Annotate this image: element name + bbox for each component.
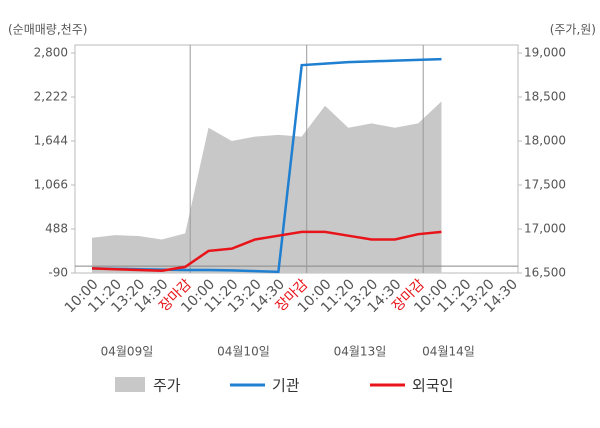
y-tick-label: 2,222 — [34, 90, 68, 104]
date-label: 04월10일 — [217, 345, 270, 359]
legend-label: 주가 — [153, 377, 181, 395]
series-line — [91, 230, 442, 272]
legend-label: 외국인 — [412, 377, 453, 395]
y2-axis-label: (주가,원) — [550, 23, 596, 37]
date-label: 04월09일 — [101, 345, 154, 359]
y2-tick-label: 18,000 — [524, 134, 566, 148]
y2-tick-label: 19,000 — [524, 46, 566, 60]
y-tick-label: 1,644 — [34, 134, 68, 148]
y2-tick-label: 16,500 — [524, 266, 566, 280]
price-area — [92, 101, 442, 274]
y-axis-label: (순매매량,천주) — [8, 22, 87, 37]
y2-tick-label: 17,000 — [524, 222, 566, 236]
legend-swatch — [115, 377, 145, 392]
y-tick-label: 488 — [45, 222, 68, 236]
date-label: 04월13일 — [334, 345, 387, 359]
legend-label: 기관 — [272, 377, 300, 395]
y-tick-label: 2,800 — [34, 46, 68, 60]
y2-tick-label: 17,500 — [524, 178, 566, 192]
y-tick-label: -90 — [48, 266, 68, 280]
y2-tick-label: 18,500 — [524, 90, 566, 104]
y-tick-label: 1,066 — [34, 178, 68, 192]
date-label: 04월14일 — [422, 345, 475, 359]
